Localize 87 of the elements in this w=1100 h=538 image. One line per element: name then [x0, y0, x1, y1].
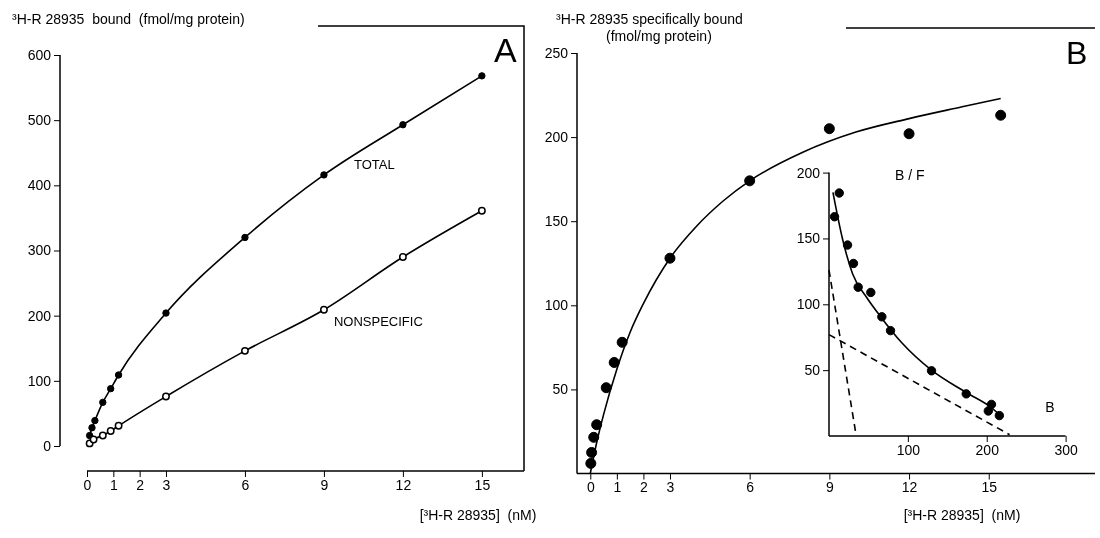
point	[616, 336, 628, 348]
series-label: TOTAL	[353, 156, 395, 172]
point	[995, 109, 1007, 121]
point	[823, 123, 835, 135]
y-tick-label: 250	[544, 44, 569, 61]
x-tick-label: 200	[975, 441, 1000, 458]
point	[608, 356, 620, 368]
x-tick-label: 15	[474, 476, 491, 493]
y-tick-label: 400	[27, 177, 52, 194]
point	[829, 212, 840, 222]
point	[114, 421, 123, 430]
y-tick-label: 100	[544, 297, 569, 314]
y-tick-label: 150	[796, 230, 821, 247]
point	[664, 252, 676, 264]
point	[88, 424, 96, 432]
x-tick-label: 0	[83, 476, 92, 493]
point	[877, 312, 887, 322]
y-tick-label: 200	[27, 307, 52, 324]
point	[320, 171, 328, 179]
point	[586, 446, 598, 458]
point	[853, 282, 863, 292]
point	[399, 121, 407, 129]
y-tick-label: 600	[27, 46, 52, 63]
point	[866, 287, 876, 298]
y-tick-label: 100	[796, 296, 821, 313]
y-tick-label: 50	[552, 381, 569, 398]
y-tick-label: 200	[544, 129, 569, 146]
x-tick-label: 2	[136, 476, 145, 493]
point	[885, 325, 896, 336]
point	[834, 188, 844, 198]
x-tick-label: 15	[981, 479, 998, 496]
x-tick-label: 6	[241, 476, 250, 493]
x-tick-label: 100	[896, 441, 921, 458]
x-tick-label: 300	[1054, 441, 1078, 458]
point	[114, 371, 123, 379]
y-axis-title: ³H-R 28935 bound (fmol/mg protein)	[12, 11, 245, 27]
point	[478, 72, 486, 80]
y-tick-label: 100	[27, 372, 52, 389]
point	[91, 416, 99, 425]
x-tick-label: 9	[825, 479, 834, 496]
point	[89, 435, 98, 444]
point	[848, 258, 859, 269]
point	[588, 431, 600, 443]
point	[994, 410, 1005, 421]
point	[98, 431, 107, 440]
series-label: NONSPECIFIC	[333, 313, 423, 329]
point	[600, 382, 612, 394]
point	[744, 175, 756, 187]
y-tick-label: 200	[796, 164, 821, 181]
point	[241, 346, 249, 355]
y-axis-title: ³H-R 28935 specifically bound (fmol/mg protein)	[556, 11, 743, 44]
point	[162, 392, 170, 401]
y-axis-title: B / F	[895, 167, 925, 183]
x-axis-title: [³H-R 28935] (nM)	[903, 507, 1021, 523]
y-tick-label: 50	[804, 362, 821, 379]
y-tick-label: 300	[27, 242, 52, 259]
point	[398, 253, 407, 261]
point	[591, 419, 603, 431]
x-tick-label: 3	[162, 476, 171, 493]
point	[241, 233, 249, 242]
point	[983, 406, 994, 416]
x-tick-label: 12	[395, 476, 412, 493]
x-tick-label: 1	[613, 479, 622, 496]
x-axis-title: B	[1045, 399, 1055, 415]
x-tick-label: 2	[640, 479, 649, 496]
point	[903, 128, 915, 140]
annotation: B	[1066, 35, 1088, 71]
point	[961, 389, 971, 399]
y-tick-label: 500	[27, 112, 52, 129]
point	[106, 384, 115, 393]
point	[162, 309, 170, 317]
point	[99, 398, 107, 407]
x-tick-label: 3	[666, 479, 675, 496]
point	[106, 427, 115, 435]
point	[477, 206, 486, 215]
y-tick-label: 150	[544, 213, 569, 230]
x-tick-label: 12	[901, 479, 918, 496]
point	[585, 457, 597, 469]
point	[842, 240, 853, 250]
x-tick-label: 0	[586, 479, 595, 496]
x-tick-label: 9	[320, 476, 329, 493]
x-tick-label: 6	[746, 479, 755, 496]
x-tick-label: 1	[109, 476, 118, 493]
point	[926, 366, 937, 376]
point	[319, 305, 328, 314]
annotation: A	[494, 31, 517, 69]
x-axis-title: [³H-R 28935] (nM)	[419, 507, 537, 523]
